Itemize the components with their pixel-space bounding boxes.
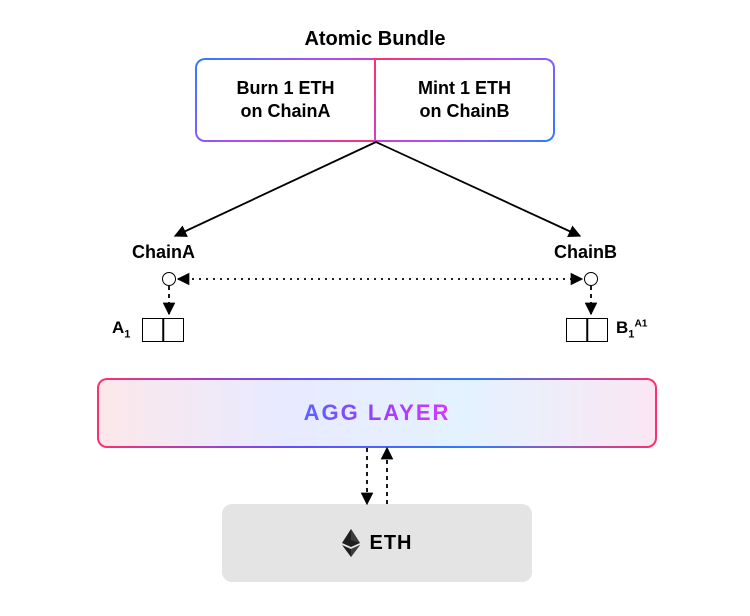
arrow-bundle-to-chain-a (175, 142, 376, 236)
chain-b-node (584, 272, 598, 286)
bundle-burn-line2: on ChainA (241, 100, 331, 123)
agg-layer-box: AGG LAYER (97, 378, 657, 448)
chain-a-block (142, 318, 184, 342)
chain-b-label: ChainB (554, 242, 617, 263)
eth-label: ETH (370, 532, 413, 555)
bundle-burn-line1: Burn 1 ETH (236, 77, 334, 100)
chain-a-block-label: A1 (112, 318, 130, 340)
chain-b-block-label: B1A1 (616, 318, 647, 340)
bundle-mint-line1: Mint 1 ETH (418, 77, 511, 100)
eth-box: ETH (222, 504, 532, 582)
chain-b-block (566, 318, 608, 342)
ethereum-icon (342, 529, 360, 557)
diagram-title: Atomic Bundle (0, 28, 750, 51)
diagram-canvas: Atomic Bundle Burn 1 ETH on ChainA Mint … (0, 0, 750, 616)
bundle-mint-box: Mint 1 ETH on ChainB (374, 58, 555, 142)
bundle-mint-line2: on ChainB (420, 100, 510, 123)
chain-a-label: ChainA (132, 242, 195, 263)
bundle-burn-box: Burn 1 ETH on ChainA (195, 58, 376, 142)
chain-a-node (162, 272, 176, 286)
agg-layer-label: AGG LAYER (304, 400, 451, 426)
arrow-bundle-to-chain-b (376, 142, 580, 236)
atomic-bundle: Burn 1 ETH on ChainA Mint 1 ETH on Chain… (195, 58, 557, 142)
